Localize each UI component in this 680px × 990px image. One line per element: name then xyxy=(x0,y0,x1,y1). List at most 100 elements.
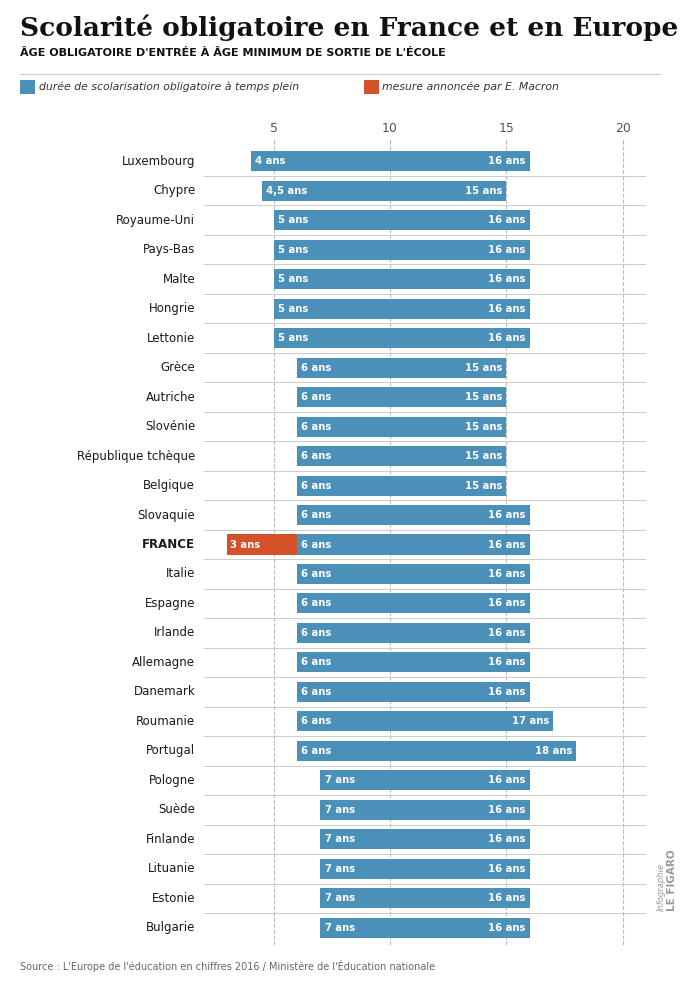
Text: 7 ans: 7 ans xyxy=(324,775,355,785)
Text: Danemark: Danemark xyxy=(133,685,195,698)
Text: LE FIGARO: LE FIGARO xyxy=(667,849,677,911)
Text: Portugal: Portugal xyxy=(146,744,195,757)
Text: Slovénie: Slovénie xyxy=(145,420,195,433)
Text: 16 ans: 16 ans xyxy=(488,657,526,667)
Text: 16 ans: 16 ans xyxy=(488,274,526,284)
Text: 6 ans: 6 ans xyxy=(301,717,331,727)
Text: 6 ans: 6 ans xyxy=(301,422,331,432)
Text: 5 ans: 5 ans xyxy=(278,215,308,225)
Text: Autriche: Autriche xyxy=(146,391,195,404)
Bar xyxy=(320,918,530,938)
Text: 16 ans: 16 ans xyxy=(488,835,526,844)
Bar xyxy=(320,800,530,820)
Text: Estonie: Estonie xyxy=(152,892,195,905)
Text: Pays-Bas: Pays-Bas xyxy=(143,244,195,256)
Text: Scolarité obligatoire en France et en Europe: Scolarité obligatoire en France et en Eu… xyxy=(20,15,679,42)
Text: 6 ans: 6 ans xyxy=(301,480,331,490)
Text: 17 ans: 17 ans xyxy=(511,717,549,727)
Text: 6 ans: 6 ans xyxy=(301,362,331,372)
Text: Malte: Malte xyxy=(163,272,195,286)
Text: 6 ans: 6 ans xyxy=(301,657,331,667)
Bar xyxy=(297,564,530,584)
Text: 6 ans: 6 ans xyxy=(301,628,331,638)
Text: 4,5 ans: 4,5 ans xyxy=(267,186,307,196)
Text: 15 ans: 15 ans xyxy=(465,362,503,372)
Bar xyxy=(274,299,530,319)
Text: Luxembourg: Luxembourg xyxy=(122,154,195,167)
Text: 15 ans: 15 ans xyxy=(465,392,503,402)
Bar xyxy=(297,712,553,732)
Text: 16 ans: 16 ans xyxy=(488,923,526,933)
Bar xyxy=(297,535,530,554)
Text: 7 ans: 7 ans xyxy=(324,864,355,874)
Text: 5 ans: 5 ans xyxy=(278,304,308,314)
Text: 4 ans: 4 ans xyxy=(255,156,285,166)
Text: 16 ans: 16 ans xyxy=(488,215,526,225)
Text: 16 ans: 16 ans xyxy=(488,304,526,314)
Text: 16 ans: 16 ans xyxy=(488,510,526,520)
Text: 7 ans: 7 ans xyxy=(324,923,355,933)
Bar xyxy=(320,770,530,790)
Bar xyxy=(227,535,297,554)
Text: Bulgarie: Bulgarie xyxy=(146,922,195,935)
Text: Royaume-Uni: Royaume-Uni xyxy=(116,214,195,227)
Text: Slovaquie: Slovaquie xyxy=(137,509,195,522)
Bar xyxy=(274,269,530,289)
Text: 6 ans: 6 ans xyxy=(301,451,331,461)
Text: République tchèque: République tchèque xyxy=(77,449,195,462)
Text: Irlande: Irlande xyxy=(154,627,195,640)
Text: Hongrie: Hongrie xyxy=(149,302,195,315)
Text: 15 ans: 15 ans xyxy=(465,186,503,196)
Bar xyxy=(274,240,530,259)
Text: Infographie: Infographie xyxy=(656,863,666,911)
Text: Finlande: Finlande xyxy=(146,833,195,845)
Text: 5 ans: 5 ans xyxy=(278,274,308,284)
Text: Chypre: Chypre xyxy=(153,184,195,197)
Text: durée de scolarisation obligatoire à temps plein: durée de scolarisation obligatoire à tem… xyxy=(39,82,300,92)
Bar xyxy=(297,387,507,407)
Text: 16 ans: 16 ans xyxy=(488,775,526,785)
Bar xyxy=(297,505,530,525)
Text: Pologne: Pologne xyxy=(149,774,195,787)
Bar xyxy=(297,357,507,377)
Bar xyxy=(297,741,576,761)
Text: Lettonie: Lettonie xyxy=(147,332,195,345)
Text: 16 ans: 16 ans xyxy=(488,156,526,166)
Text: 15 ans: 15 ans xyxy=(465,480,503,490)
Text: 6 ans: 6 ans xyxy=(301,745,331,756)
Text: Belgique: Belgique xyxy=(143,479,195,492)
Text: 6 ans: 6 ans xyxy=(301,599,331,609)
Text: Espagne: Espagne xyxy=(145,597,195,610)
Text: 6 ans: 6 ans xyxy=(301,510,331,520)
Text: ÂGE OBLIGATOIRE D'ENTRÉE À ÂGE MINIMUM DE SORTIE DE L'ÉCOLE: ÂGE OBLIGATOIRE D'ENTRÉE À ÂGE MINIMUM D… xyxy=(20,48,446,57)
Bar xyxy=(297,623,530,643)
Text: Source : L'Europe de l'éducation en chiffres 2016 / Ministère de l'Éducation nat: Source : L'Europe de l'éducation en chif… xyxy=(20,960,435,972)
Text: Grèce: Grèce xyxy=(160,361,195,374)
Bar xyxy=(297,475,507,496)
Text: 7 ans: 7 ans xyxy=(324,893,355,903)
Text: 16 ans: 16 ans xyxy=(488,540,526,549)
Text: 5 ans: 5 ans xyxy=(278,245,308,254)
Text: Lituanie: Lituanie xyxy=(148,862,195,875)
Text: 16 ans: 16 ans xyxy=(488,333,526,344)
Bar xyxy=(250,151,530,171)
Bar xyxy=(297,446,507,466)
Text: 16 ans: 16 ans xyxy=(488,687,526,697)
Text: 15 ans: 15 ans xyxy=(465,451,503,461)
Bar xyxy=(262,181,507,201)
Text: 16 ans: 16 ans xyxy=(488,569,526,579)
Text: 6 ans: 6 ans xyxy=(301,540,331,549)
Text: Allemagne: Allemagne xyxy=(132,656,195,669)
Text: 6 ans: 6 ans xyxy=(301,569,331,579)
Text: mesure annoncée par E. Macron: mesure annoncée par E. Macron xyxy=(382,82,559,92)
Bar xyxy=(320,830,530,849)
Text: Roumanie: Roumanie xyxy=(136,715,195,728)
Bar xyxy=(297,682,530,702)
Bar xyxy=(297,417,507,437)
Bar xyxy=(297,652,530,672)
Text: Italie: Italie xyxy=(166,567,195,580)
Text: 3 ans: 3 ans xyxy=(230,540,260,549)
Text: 16 ans: 16 ans xyxy=(488,245,526,254)
Bar xyxy=(320,888,530,908)
Text: Suède: Suède xyxy=(158,803,195,817)
